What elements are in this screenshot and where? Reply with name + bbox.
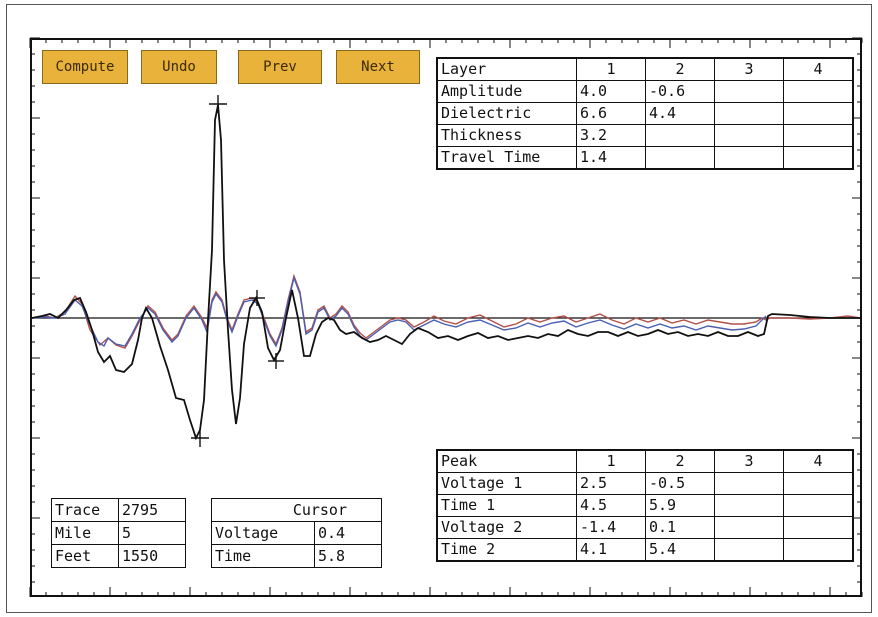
row-label: Voltage 1: [436, 472, 577, 495]
value-cell[interactable]: -0.6: [645, 80, 715, 103]
value-cell[interactable]: [783, 102, 854, 125]
peak-table: Peak 1 2 3 4 Voltage 1 2.5 -0.5 Time 1 4…: [436, 449, 854, 562]
value-cell[interactable]: 4.4: [645, 102, 715, 125]
table-row: Voltage 2 -1.4 0.1: [436, 516, 854, 539]
header-cell: 3: [714, 57, 784, 81]
value-cell[interactable]: 2.5: [576, 472, 646, 495]
table-row: Mile 5: [51, 521, 186, 545]
table-row: Dielectric 6.6 4.4: [436, 102, 854, 125]
table-row: Voltage 0.4: [211, 521, 382, 545]
mile-value[interactable]: 5: [118, 521, 186, 545]
layer-table-header: Layer 1 2 3 4: [436, 57, 854, 81]
header-cell: 1: [576, 57, 646, 81]
table-row: Time 2 4.1 5.4: [436, 538, 854, 562]
plot-frame: [30, 38, 862, 597]
value-cell[interactable]: [783, 472, 854, 495]
cursor-table: Cursor Voltage 0.4 Time 5.8: [211, 498, 382, 568]
cursor-voltage-label: Voltage: [211, 521, 315, 545]
value-cell[interactable]: 1.4: [576, 146, 646, 170]
header-cell: 4: [783, 57, 854, 81]
table-row: Voltage 1 2.5 -0.5: [436, 472, 854, 495]
value-cell[interactable]: [714, 124, 784, 147]
header-cell: Layer: [436, 57, 577, 81]
value-cell[interactable]: [714, 516, 784, 539]
cursor-time-value[interactable]: 5.8: [314, 544, 382, 568]
header-cell: 3: [714, 449, 784, 473]
undo-button[interactable]: Undo: [141, 50, 217, 84]
next-button[interactable]: Next: [336, 50, 420, 84]
table-row: Trace 2795: [51, 498, 186, 522]
cursor-voltage-value[interactable]: 0.4: [314, 521, 382, 545]
value-cell[interactable]: 4.1: [576, 538, 646, 562]
value-cell[interactable]: -1.4: [576, 516, 646, 539]
value-cell[interactable]: [783, 516, 854, 539]
value-cell[interactable]: 4.0: [576, 80, 646, 103]
row-label: Time 1: [436, 494, 577, 517]
row-label: Thickness: [436, 124, 577, 147]
peak-marker-1: [209, 95, 227, 113]
value-cell[interactable]: [645, 146, 715, 170]
header-cell: 2: [645, 449, 715, 473]
value-cell[interactable]: [714, 472, 784, 495]
row-label: Time 2: [436, 538, 577, 562]
value-cell[interactable]: [783, 538, 854, 562]
row-label: Voltage 2: [436, 516, 577, 539]
table-row: Amplitude 4.0 -0.6: [436, 80, 854, 103]
cursor-table-header: Cursor: [211, 498, 382, 522]
trace-red: [31, 273, 861, 349]
value-cell[interactable]: [783, 124, 854, 147]
row-label: Dielectric: [436, 102, 577, 125]
trace-value[interactable]: 2795: [118, 498, 186, 522]
value-cell[interactable]: [714, 538, 784, 562]
trace-blue: [31, 275, 767, 348]
value-cell[interactable]: [783, 146, 854, 170]
value-cell[interactable]: [714, 102, 784, 125]
header-cell: 2: [645, 57, 715, 81]
table-row: Thickness 3.2: [436, 124, 854, 147]
peak-marker-4: [268, 353, 284, 369]
header-cell: Peak: [436, 449, 577, 473]
value-cell[interactable]: 5.4: [645, 538, 715, 562]
value-cell[interactable]: 0.1: [645, 516, 715, 539]
value-cell[interactable]: [714, 146, 784, 170]
mile-label: Mile: [51, 521, 119, 545]
feet-label: Feet: [51, 544, 119, 568]
table-row: Time 5.8: [211, 544, 382, 568]
value-cell[interactable]: 6.6: [576, 102, 646, 125]
value-cell[interactable]: [645, 124, 715, 147]
header-cell: 1: [576, 449, 646, 473]
compute-button[interactable]: Compute: [42, 50, 128, 84]
table-row: Travel Time 1.4: [436, 146, 854, 170]
cursor-title: Cursor: [211, 498, 382, 522]
prev-button[interactable]: Prev: [238, 50, 322, 84]
value-cell[interactable]: 5.9: [645, 494, 715, 517]
value-cell[interactable]: 4.5: [576, 494, 646, 517]
table-row: Feet 1550: [51, 544, 186, 568]
trace-black: [31, 104, 860, 441]
table-row: Time 1 4.5 5.9: [436, 494, 854, 517]
value-cell[interactable]: 3.2: [576, 124, 646, 147]
peak-marker-3: [249, 290, 265, 306]
trace-info-table: Trace 2795 Mile 5 Feet 1550: [51, 498, 186, 568]
value-cell[interactable]: [714, 494, 784, 517]
layer-table: Layer 1 2 3 4 Amplitude 4.0 -0.6 Dielect…: [436, 57, 854, 170]
value-cell[interactable]: -0.5: [645, 472, 715, 495]
header-cell: 4: [783, 449, 854, 473]
value-cell[interactable]: [714, 80, 784, 103]
cursor-time-label: Time: [211, 544, 315, 568]
row-label: Amplitude: [436, 80, 577, 103]
peak-markers: [191, 95, 284, 447]
page-border: [6, 4, 872, 613]
value-cell[interactable]: [783, 494, 854, 517]
feet-value[interactable]: 1550: [118, 544, 186, 568]
row-label: Travel Time: [436, 146, 577, 170]
peak-marker-2: [191, 429, 209, 447]
trace-label: Trace: [51, 498, 119, 522]
value-cell[interactable]: [783, 80, 854, 103]
peak-table-header: Peak 1 2 3 4: [436, 449, 854, 473]
